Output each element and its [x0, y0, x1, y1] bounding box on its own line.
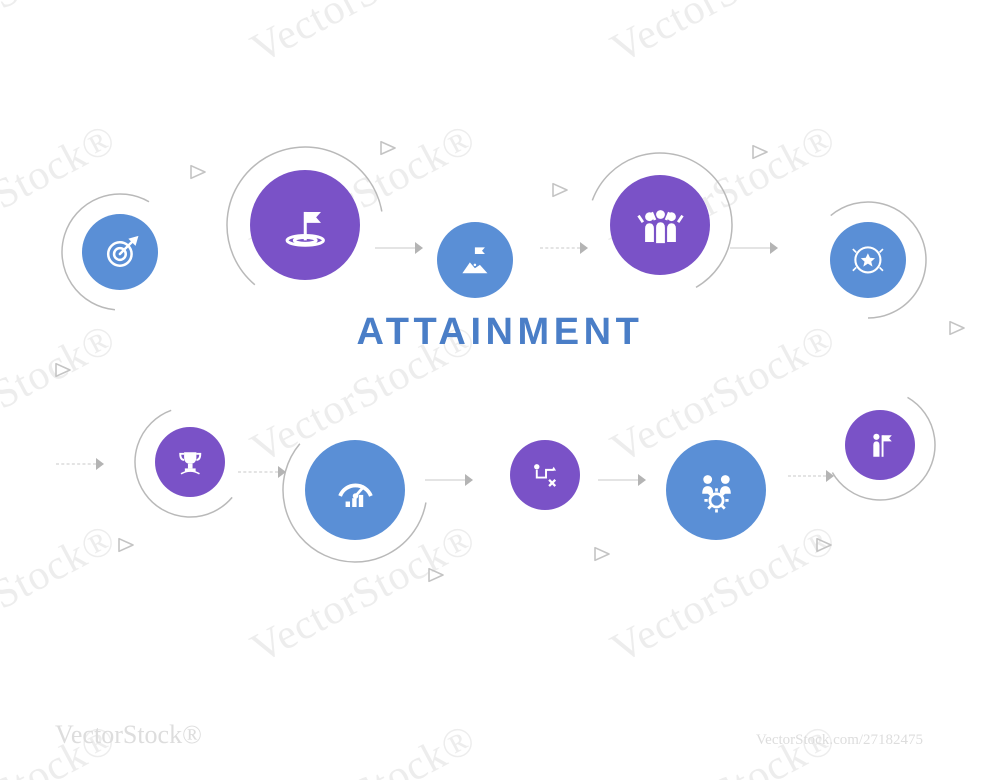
strategy-icon: [510, 440, 580, 510]
decor-triangle-9: [593, 545, 611, 563]
watermark-brand: VectorStock®: [55, 720, 202, 750]
gauge-icon: [305, 440, 405, 540]
decor-triangle-2: [189, 163, 207, 181]
decor-triangle-10: [815, 536, 833, 554]
main-title: ATTAINMENT: [357, 311, 644, 354]
flow-arrow-3: [730, 242, 778, 254]
team-gear-icon: [666, 440, 766, 540]
flow-arrow-6: [425, 474, 473, 486]
infographic-stage: { "title": { "text": "ATTAINMENT", "x": …: [0, 0, 1000, 780]
decor-triangle-3: [379, 139, 397, 157]
decor-triangle-7: [117, 536, 135, 554]
decor-triangle-1: [54, 361, 72, 379]
person-flag-icon: [845, 410, 915, 480]
flow-arrow-5: [238, 466, 286, 478]
flow-arrow-7: [598, 474, 646, 486]
decor-triangle-5: [751, 143, 769, 161]
flag-mountain-icon: [437, 222, 513, 298]
target-arrow-icon: [82, 214, 158, 290]
flow-arrow-4: [56, 458, 104, 470]
flow-arrow-8: [788, 470, 834, 482]
flow-arrow-2: [540, 242, 588, 254]
watermark-id: VectorStock.com/27182475: [756, 732, 923, 749]
trophy-icon: [155, 427, 225, 497]
people-cheer-icon: [610, 175, 710, 275]
decor-triangle-8: [427, 566, 445, 584]
star-badge-icon: [830, 222, 906, 298]
decor-triangle-6: [948, 319, 966, 337]
flow-arrow-1: [375, 242, 423, 254]
flag-target-icon: [250, 170, 360, 280]
decor-triangle-4: [551, 181, 569, 199]
